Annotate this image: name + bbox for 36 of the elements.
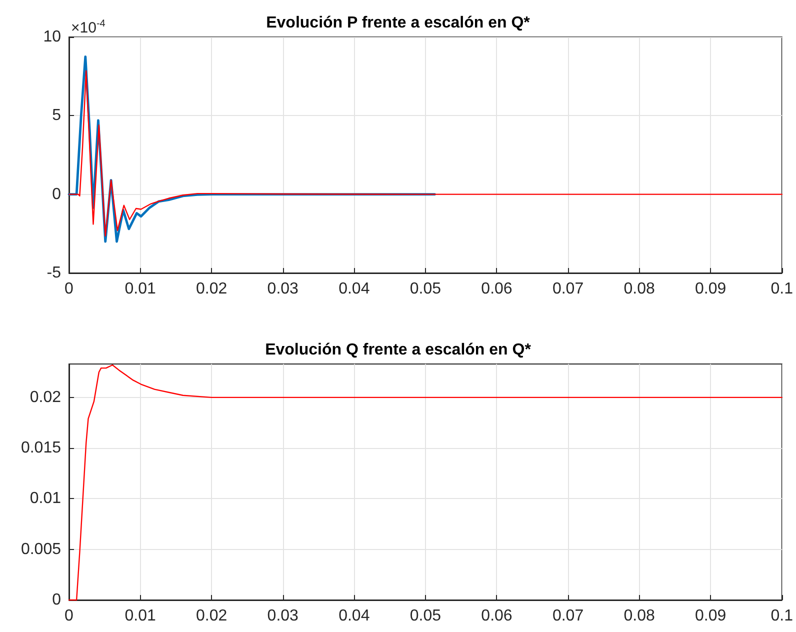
y-tick-label: 5 [52,107,62,124]
line-series [68,364,782,601]
x-tick-label: 0.1 [770,280,794,298]
x-tick-label: 0.1 [770,608,794,624]
x-tick-label: 0.03 [267,280,299,298]
x-tick-label: 0 [64,608,74,624]
y-tick-label: 0.015 [20,440,62,457]
y-tick-label: -5 [46,264,62,282]
x-tick-label: 0.07 [552,280,584,298]
line-series [68,55,436,243]
x-tick-label: 0.06 [481,608,512,624]
chart-title: Evolución Q frente a escalón en Q* [265,342,532,358]
x-tick-label: 0.02 [196,280,228,298]
x-tick-label: 0.04 [338,608,370,624]
x-tick-label: 0.03 [267,608,299,624]
x-tick-label: 0.06 [481,280,512,298]
x-tick-label: 0.05 [410,608,442,624]
y-tick-label: 0.02 [30,388,62,406]
x-tick-label: 0.08 [624,280,655,298]
x-tick-label: 0.01 [124,608,156,624]
x-tick-label: 0.09 [695,280,726,298]
x-tick-label: 0.05 [410,280,442,298]
y-tick-label: 0 [52,592,62,608]
x-tick-label: 0.08 [624,608,655,624]
y-tick-label: 0.01 [30,490,62,508]
line-series [68,70,782,237]
y-tick-label: 0.005 [20,540,62,558]
x-tick-label: 0.02 [196,608,228,624]
y-tick-label: 10 [43,28,62,46]
x-tick-label: 0.04 [338,280,370,298]
x-tick-label: 0.07 [552,608,584,624]
x-tick-label: 0 [64,280,74,298]
chart-title: Evolución P frente a escalón en Q* [266,14,531,32]
x-tick-label: 0.09 [695,608,726,624]
y-tick-label: 0 [52,186,62,203]
x-tick-label: 0.01 [124,280,156,298]
